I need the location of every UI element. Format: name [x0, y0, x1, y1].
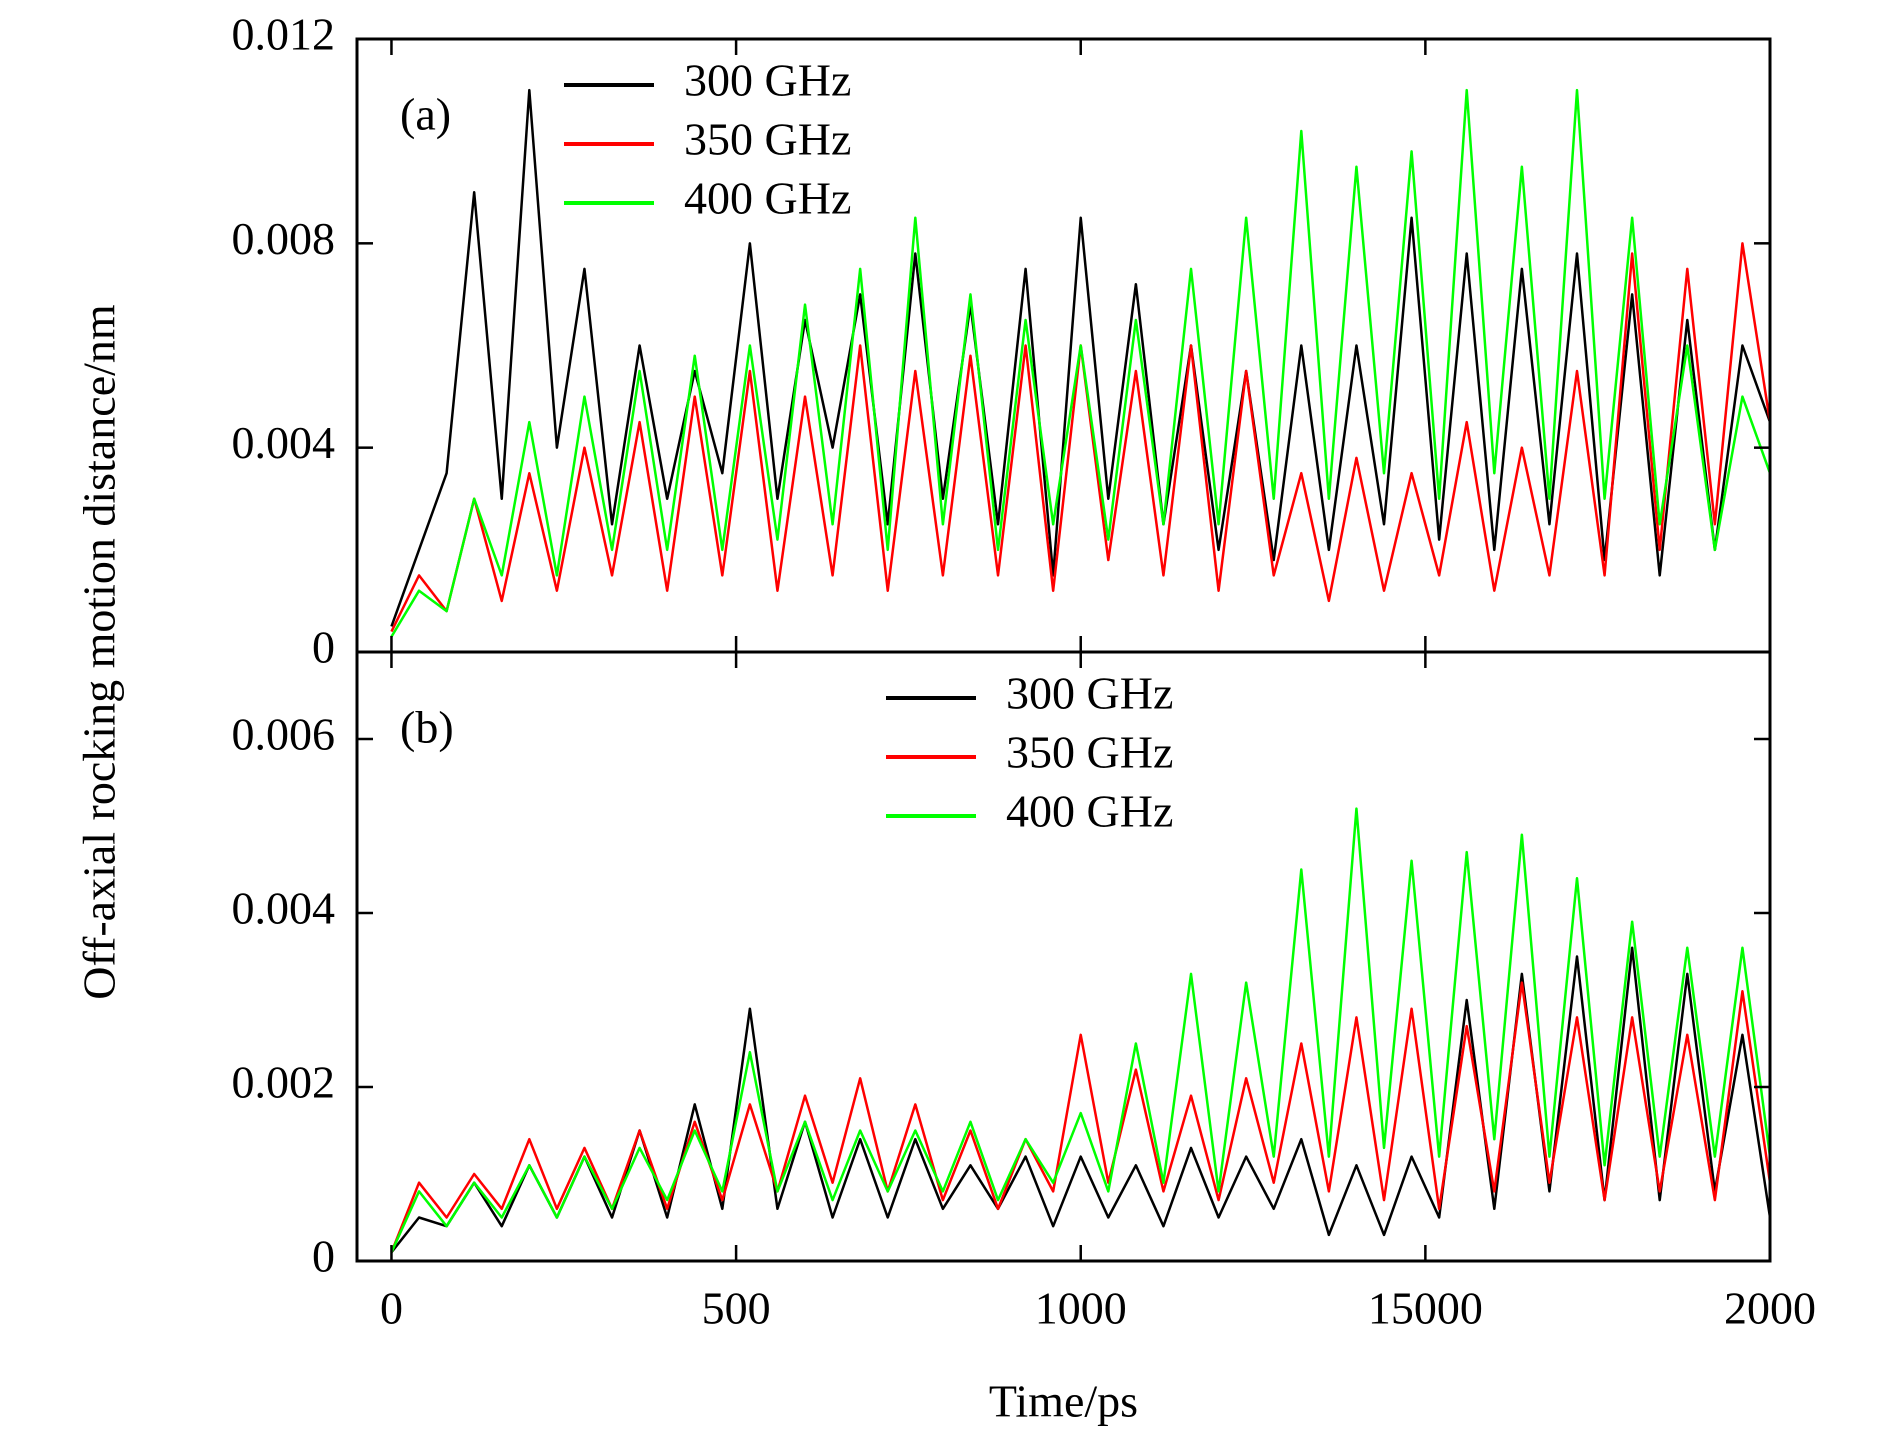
x-tick-label: 15000 — [1368, 1283, 1483, 1334]
x-tick-label: 500 — [702, 1283, 771, 1334]
x-tick-label: 2000 — [1724, 1283, 1816, 1334]
legend-label: 400 GHz — [1006, 786, 1173, 837]
y-tick-label: 0.004 — [232, 417, 336, 468]
data-line — [390, 88, 1772, 638]
legend-label: 400 GHz — [684, 173, 851, 224]
legend-label: 300 GHz — [684, 55, 851, 106]
data-line — [390, 88, 1772, 627]
legend-label: 350 GHz — [1006, 727, 1173, 778]
y-tick-label: 0.004 — [232, 883, 336, 934]
plot-frame — [355, 37, 1772, 654]
y-tick-label: 0.008 — [232, 213, 336, 264]
panel-label: (a) — [400, 89, 451, 140]
legend-label: 350 GHz — [684, 114, 851, 165]
x-tick-label: 0 — [380, 1283, 403, 1334]
y-axis-label: Off-axial rocking motion distance/nm — [74, 304, 125, 1000]
y-tick-label: 0 — [312, 622, 335, 673]
data-line — [390, 807, 1772, 1253]
y-tick-label: 0.012 — [232, 9, 336, 60]
x-tick-label: 1000 — [1035, 1283, 1127, 1334]
x-axis-label: Time/ps — [989, 1376, 1138, 1427]
panel-label: (b) — [400, 702, 454, 753]
legend-label: 300 GHz — [1006, 668, 1173, 719]
data-line — [390, 981, 1772, 1253]
y-tick-label: 0.002 — [232, 1057, 336, 1108]
y-tick-label: 0 — [312, 1231, 335, 1282]
plot-frame — [355, 650, 1772, 1263]
y-tick-label: 0.006 — [232, 709, 336, 760]
